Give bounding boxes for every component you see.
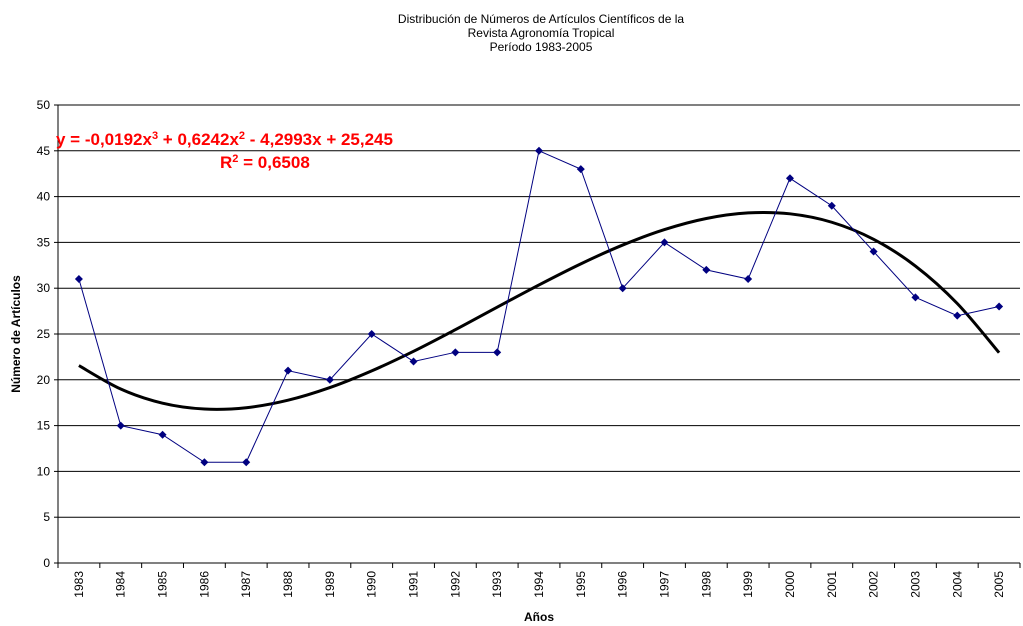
x-tick-label: 1985 (156, 571, 170, 598)
chart-title: Período 1983-2005 (490, 40, 593, 54)
data-point (702, 265, 711, 274)
equation-part: = 0,6508 (238, 153, 309, 172)
data-point (911, 293, 920, 302)
x-tick-label: 1995 (574, 571, 588, 598)
x-tick-label: 2005 (992, 571, 1006, 598)
x-tick-label: 2000 (783, 571, 797, 598)
y-tick-label: 25 (37, 327, 51, 341)
x-axis-label: Años (524, 610, 554, 624)
x-tick-label: 1993 (490, 571, 504, 598)
x-tick-label: 1991 (407, 571, 421, 598)
x-tick-label: 1989 (323, 571, 337, 598)
x-tick-label: 1988 (281, 571, 295, 598)
x-tick-label: 1987 (239, 571, 253, 598)
data-point (284, 366, 293, 375)
x-tick-label: 1990 (365, 571, 379, 598)
data-point (618, 284, 627, 293)
data-point (242, 458, 251, 467)
equation-part: y = -0,0192x (56, 130, 152, 149)
y-tick-label: 20 (37, 373, 51, 387)
y-tick-label: 35 (37, 235, 51, 249)
data-point (409, 357, 418, 366)
y-tick-label: 30 (37, 281, 51, 295)
y-axis-label: Número de Artículos (9, 275, 23, 393)
x-tick-label: 1997 (657, 571, 671, 598)
data-point (74, 275, 83, 284)
equation-part: 2 (232, 153, 238, 165)
data-point (660, 238, 669, 247)
y-tick-label: 5 (43, 510, 50, 524)
chart-title: Revista Agronomía Tropical (468, 26, 615, 40)
x-tick-label: 1998 (699, 571, 713, 598)
x-tick-label: 1996 (616, 571, 630, 598)
x-tick-label: 1986 (197, 571, 211, 598)
equation-part: + 0,6242x (158, 130, 239, 149)
equation-part: R (220, 153, 232, 172)
data-point (995, 302, 1004, 311)
y-tick-label: 45 (37, 144, 51, 158)
x-tick-label: 1999 (741, 571, 755, 598)
y-tick-label: 0 (43, 556, 50, 570)
data-point (953, 311, 962, 320)
data-point (827, 201, 836, 210)
data-point (367, 330, 376, 338)
y-tick-label: 50 (37, 98, 51, 112)
data-point (451, 348, 460, 357)
y-tick-label: 15 (37, 419, 51, 433)
x-tick-label: 2001 (825, 571, 839, 598)
x-tick-label: 1983 (72, 571, 86, 598)
trendline-equation: y = -0,0192x3 + 0,6242x2 - 4,2993x + 25,… (56, 130, 393, 149)
data-point (785, 174, 794, 183)
x-tick-label: 2003 (908, 571, 922, 598)
x-tick-label: 1994 (532, 571, 546, 598)
data-point (869, 247, 878, 256)
trendline (78, 210, 1001, 411)
trendline-equation: R2 = 0,6508 (220, 153, 310, 172)
x-tick-label: 1984 (114, 571, 128, 598)
y-tick-label: 40 (37, 190, 51, 204)
equation-part: 2 (239, 130, 245, 142)
chart-title: Distribución de Números de Artículos Cie… (398, 12, 684, 26)
x-tick-label: 1992 (448, 571, 462, 598)
data-point (744, 275, 753, 284)
data-point (200, 458, 209, 467)
y-tick-label: 10 (37, 464, 51, 478)
data-point (325, 375, 334, 384)
data-point (535, 146, 543, 155)
series-line (78, 150, 1000, 463)
data-point (493, 348, 502, 357)
data-point (116, 421, 125, 430)
equation-part: - 4,2993x + 25,245 (245, 130, 393, 149)
x-tick-label: 2004 (950, 571, 964, 598)
data-point (158, 430, 167, 439)
data-point (576, 165, 585, 174)
x-tick-label: 2002 (867, 571, 881, 598)
equation-part: 3 (152, 130, 158, 142)
